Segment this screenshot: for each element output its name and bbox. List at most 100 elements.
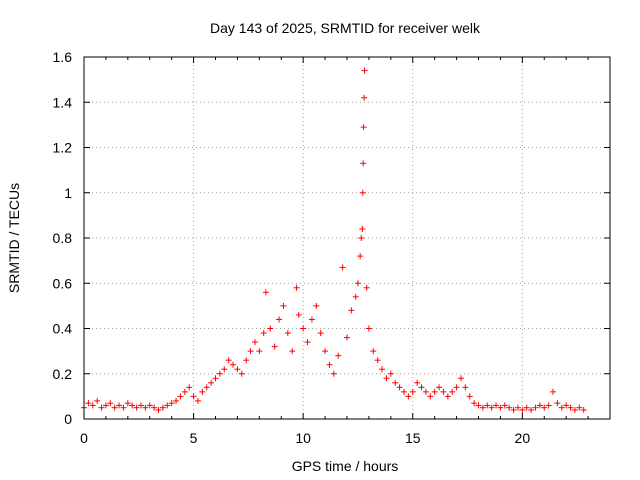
data-point bbox=[532, 404, 539, 411]
data-point bbox=[225, 357, 232, 364]
data-point bbox=[164, 402, 171, 409]
data-point bbox=[295, 311, 302, 318]
data-point bbox=[436, 384, 443, 391]
data-point bbox=[289, 348, 296, 355]
data-point bbox=[409, 388, 416, 395]
data-point bbox=[387, 370, 394, 377]
data-point bbox=[523, 404, 530, 411]
data-point bbox=[374, 357, 381, 364]
data-point bbox=[545, 402, 552, 409]
data-point bbox=[536, 402, 543, 409]
data-point bbox=[89, 402, 96, 409]
data-point bbox=[234, 366, 241, 373]
data-point bbox=[199, 388, 206, 395]
data-point bbox=[379, 366, 386, 373]
data-point bbox=[361, 94, 368, 101]
data-point bbox=[506, 404, 513, 411]
data-point bbox=[558, 404, 565, 411]
data-point bbox=[102, 402, 109, 409]
data-point bbox=[360, 124, 367, 131]
data-point bbox=[359, 225, 366, 232]
y-tick-label: 0 bbox=[64, 411, 72, 427]
data-point bbox=[510, 406, 517, 413]
grid-lines bbox=[83, 56, 610, 420]
data-point bbox=[414, 379, 421, 386]
data-point bbox=[348, 307, 355, 314]
data-point bbox=[111, 404, 118, 411]
data-point bbox=[462, 384, 469, 391]
data-point bbox=[339, 264, 346, 271]
data-point bbox=[293, 284, 300, 291]
data-point bbox=[146, 402, 153, 409]
data-point bbox=[519, 406, 526, 413]
data-point bbox=[457, 375, 464, 382]
data-point bbox=[400, 388, 407, 395]
data-point bbox=[440, 388, 447, 395]
data-point bbox=[181, 388, 188, 395]
data-point bbox=[238, 370, 245, 377]
data-point bbox=[392, 379, 399, 386]
data-point bbox=[267, 325, 274, 332]
data-point bbox=[271, 343, 278, 350]
data-point bbox=[304, 339, 311, 346]
data-point bbox=[359, 189, 366, 196]
data-point bbox=[479, 404, 486, 411]
data-point bbox=[360, 160, 367, 167]
data-point bbox=[251, 339, 258, 346]
data-point bbox=[580, 406, 587, 413]
data-point bbox=[484, 402, 491, 409]
data-point bbox=[276, 316, 283, 323]
data-point bbox=[260, 330, 267, 337]
data-point bbox=[344, 334, 350, 341]
data-point bbox=[365, 325, 372, 332]
data-point bbox=[405, 393, 412, 400]
data-point bbox=[317, 330, 324, 337]
axis-ticks: 0 5 10 15 20 0 0.2 0.4 0.6 0.8 1 1.2 1.4 1.6 bbox=[53, 49, 611, 446]
data-point bbox=[107, 400, 114, 407]
y-tick-label: 1.2 bbox=[53, 140, 73, 156]
data-point bbox=[361, 67, 368, 74]
data-point bbox=[190, 393, 197, 400]
data-point bbox=[501, 402, 508, 409]
data-point bbox=[243, 357, 250, 364]
data-point bbox=[142, 404, 149, 411]
y-tick-label: 1.6 bbox=[53, 49, 73, 65]
x-tick-label: 15 bbox=[405, 430, 421, 446]
data-point bbox=[124, 400, 131, 407]
data-point bbox=[357, 253, 364, 260]
data-point bbox=[431, 388, 438, 395]
data-point bbox=[155, 406, 162, 413]
data-point bbox=[383, 375, 390, 382]
data-point bbox=[514, 404, 521, 411]
data-point bbox=[177, 393, 184, 400]
data-point bbox=[576, 404, 583, 411]
y-tick-label: 0.6 bbox=[53, 275, 73, 291]
data-point bbox=[208, 379, 215, 386]
data-point bbox=[427, 393, 434, 400]
data-point bbox=[370, 348, 377, 355]
data-point bbox=[471, 400, 478, 407]
data-point bbox=[444, 393, 451, 400]
data-point bbox=[280, 302, 287, 309]
data-point bbox=[497, 404, 504, 411]
data-point bbox=[363, 284, 370, 291]
data-point bbox=[422, 388, 429, 395]
data-point bbox=[358, 235, 365, 241]
data-point bbox=[567, 404, 574, 411]
data-point bbox=[230, 361, 237, 368]
data-point bbox=[330, 370, 337, 377]
data-point bbox=[137, 402, 144, 409]
data-point bbox=[466, 393, 473, 400]
data-point bbox=[151, 404, 158, 411]
data-point bbox=[212, 375, 219, 382]
x-tick-label: 5 bbox=[190, 430, 198, 446]
data-point bbox=[221, 366, 228, 373]
data-point bbox=[85, 400, 92, 407]
data-point bbox=[493, 402, 500, 409]
data-point bbox=[247, 348, 254, 355]
data-point bbox=[308, 316, 315, 323]
data-points bbox=[81, 67, 587, 413]
data-point bbox=[159, 404, 166, 411]
data-point bbox=[313, 302, 320, 309]
